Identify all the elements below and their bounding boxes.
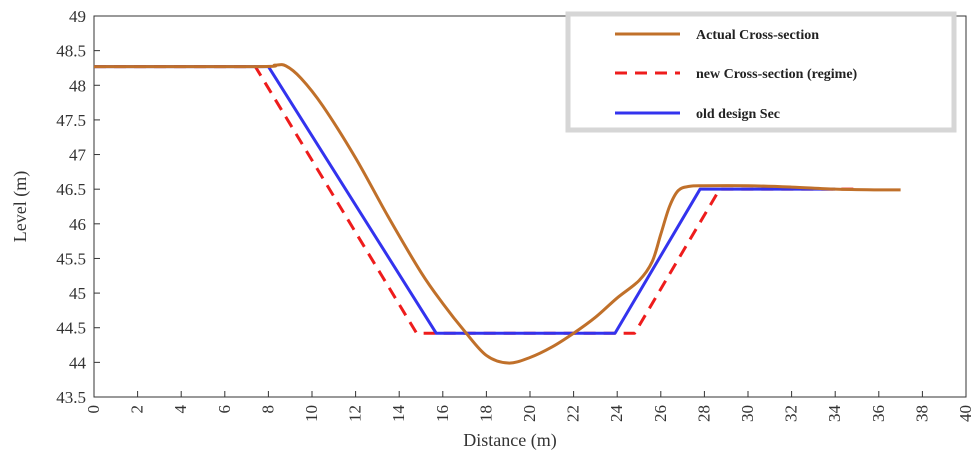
x-tick-label: 14 <box>389 405 408 423</box>
x-tick-label: 38 <box>912 405 931 422</box>
y-tick-label: 43.5 <box>56 388 86 407</box>
x-tick-label: 28 <box>694 405 713 422</box>
x-tick-label: 22 <box>564 405 583 422</box>
legend-item-actual-cross-section-label: Actual Cross-section <box>696 28 819 43</box>
y-tick-label: 48 <box>69 76 86 95</box>
y-tick-label: 46 <box>69 215 86 234</box>
x-tick-label: 32 <box>782 405 801 422</box>
legend-item-new-cross-section-label: new Cross-section (regime) <box>696 67 858 82</box>
x-tick-label: 4 <box>171 405 190 414</box>
x-tick-label: 10 <box>302 405 321 422</box>
y-tick-label: 46.5 <box>56 180 86 199</box>
y-tick-label: 45.5 <box>56 249 86 268</box>
x-tick-label: 20 <box>520 405 539 422</box>
x-tick-label: 34 <box>825 405 844 423</box>
x-tick-label: 2 <box>128 405 147 414</box>
y-tick-label: 45 <box>69 284 86 303</box>
series-line-actual-cross-section <box>93 63 901 365</box>
legend-item-old-design-sec-label: old design Sec <box>696 107 780 122</box>
x-tick-label: 36 <box>869 405 888 422</box>
x-tick-label: 26 <box>651 405 670 422</box>
y-tick-label: 49 <box>69 7 86 26</box>
y-tick-label: 48.5 <box>56 42 86 61</box>
x-tick-label: 30 <box>738 405 757 422</box>
x-tick-label: 12 <box>346 405 365 422</box>
y-tick-label: 44 <box>69 353 87 372</box>
y-tick-label: 47 <box>69 146 87 165</box>
x-tick-label: 24 <box>607 405 626 423</box>
x-tick-label: 16 <box>433 405 452 422</box>
x-tick-label: 8 <box>258 405 277 414</box>
x-tick-label: 18 <box>476 405 495 422</box>
x-tick-label: 0 <box>84 405 103 414</box>
y-tick-label: 44.5 <box>56 319 86 338</box>
y-tick-label: 47.5 <box>56 111 86 130</box>
x-axis-title: Distance (m) <box>463 430 556 451</box>
x-tick-label: 6 <box>215 405 234 414</box>
x-tick-label: 40 <box>956 405 971 422</box>
y-axis-title: Level (m) <box>10 171 31 242</box>
